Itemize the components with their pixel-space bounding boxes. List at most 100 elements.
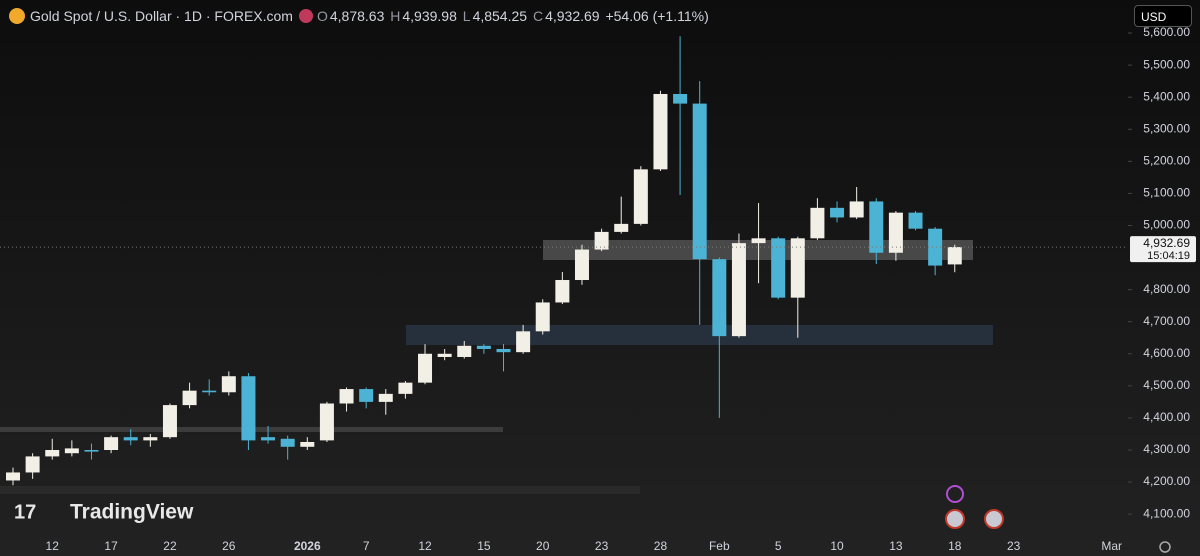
candle-body (574, 249, 589, 281)
candle-body (319, 403, 334, 441)
candle-body (437, 353, 452, 357)
currency-select[interactable]: USD (1134, 5, 1192, 27)
candle-body (202, 390, 217, 393)
candle-body (771, 238, 786, 298)
x-tick-label: Feb (709, 539, 730, 553)
candle-body (457, 345, 472, 357)
x-tick-label: 2026 (294, 539, 321, 553)
candle-body (359, 389, 374, 402)
candle-body (555, 280, 570, 303)
x-tick-label: 10 (830, 539, 844, 553)
candle-body (830, 207, 845, 218)
candle-body (908, 212, 923, 229)
source-icon (298, 9, 313, 23)
y-tick-label: 5,600.00 (1143, 25, 1190, 39)
x-tick-label: 12 (46, 539, 60, 553)
candle-body (25, 456, 40, 473)
candle-body (104, 437, 119, 451)
y-tick-label: 5,100.00 (1143, 186, 1190, 200)
candle-body (45, 450, 60, 457)
candle-body (378, 393, 393, 402)
label: C (532, 8, 544, 24)
candle-body (143, 437, 158, 441)
x-tick-label: 18 (948, 539, 962, 553)
price-label: 4,932.69 (1143, 236, 1190, 250)
candle-body (535, 302, 550, 332)
y-tick-label: 4,300.00 (1143, 442, 1190, 456)
candle-body (928, 228, 943, 266)
y-tick-label: 4,600.00 (1143, 346, 1190, 360)
candle-body (731, 243, 746, 337)
x-tick-label: 26 (222, 539, 236, 553)
symbol-icon (9, 8, 25, 24)
open: 4,878.63 (329, 8, 385, 24)
event-icon[interactable] (946, 485, 964, 503)
price-label-box (1130, 236, 1196, 263)
candle-body (123, 437, 138, 441)
candle-body (673, 93, 688, 104)
candle-body (418, 353, 433, 383)
label: L (462, 8, 471, 24)
x-tick-label: 22 (163, 539, 177, 553)
candle-body (64, 448, 79, 454)
candle-body (496, 348, 511, 353)
candle-body (653, 93, 668, 170)
x-tick-label: 15 (477, 539, 491, 553)
x-tick-label: 5 (775, 539, 782, 553)
header: Gold Spot / U.S. Dollar · 1D · FOREX.com… (0, 0, 711, 32)
candle-body (712, 259, 727, 337)
x-tick-label: 20 (536, 539, 550, 553)
symbol: Gold Spot / U.S. Dollar · 1D · FOREX.com (30, 8, 293, 24)
candle-body (947, 247, 962, 265)
y-tick-label: 5,500.00 (1143, 57, 1190, 71)
label: O (316, 8, 328, 24)
candle-body (398, 382, 413, 394)
logo: 17 (14, 501, 36, 523)
zone (406, 325, 993, 345)
candle-body (339, 389, 354, 404)
y-tick-label: 4,500.00 (1143, 378, 1190, 392)
y-tick-label: 4,200.00 (1143, 474, 1190, 488)
event-icon[interactable] (945, 509, 965, 529)
x-tick-label: 23 (595, 539, 609, 553)
candle-body (869, 201, 884, 253)
x-tick-label: 28 (654, 539, 668, 553)
candle-body (241, 376, 256, 441)
high: 4,939.98 (402, 8, 457, 24)
candle-body (751, 238, 766, 244)
candle-body (162, 405, 177, 438)
candle-body (516, 331, 531, 353)
zone (0, 486, 640, 494)
candle-body (849, 201, 864, 218)
candle-body (280, 438, 295, 447)
event-icon[interactable] (984, 509, 1004, 529)
y-tick-label: 5,000.00 (1143, 218, 1190, 232)
candle-body (614, 223, 629, 232)
countdown: 15:04:19 (1147, 250, 1190, 262)
candle-body (6, 472, 20, 481)
x-tick-label: 17 (104, 539, 118, 553)
label: H (390, 8, 401, 24)
candle-body (633, 169, 648, 224)
x-tick-label: 7 (363, 539, 370, 553)
candle-body (888, 212, 903, 253)
zone (543, 240, 973, 260)
candle-body (594, 231, 609, 250)
y-tick-label: 5,200.00 (1143, 154, 1190, 168)
y-tick-label: 4,700.00 (1143, 314, 1190, 328)
x-tick-label: 13 (889, 539, 903, 553)
candle-body (476, 345, 491, 349)
y-tick-label: 5,300.00 (1143, 121, 1190, 135)
y-tick-label: 4,400.00 (1143, 410, 1190, 424)
candle-body (221, 376, 236, 393)
change: +54.06 (+1.11%) (605, 8, 709, 24)
candle-body (84, 450, 99, 452)
close: 4,932.69 (545, 8, 600, 24)
candle-body (790, 238, 805, 298)
settings-icon[interactable] (1159, 541, 1171, 553)
candle-body (810, 207, 825, 239)
x-tick-label: Mar (1101, 539, 1122, 553)
